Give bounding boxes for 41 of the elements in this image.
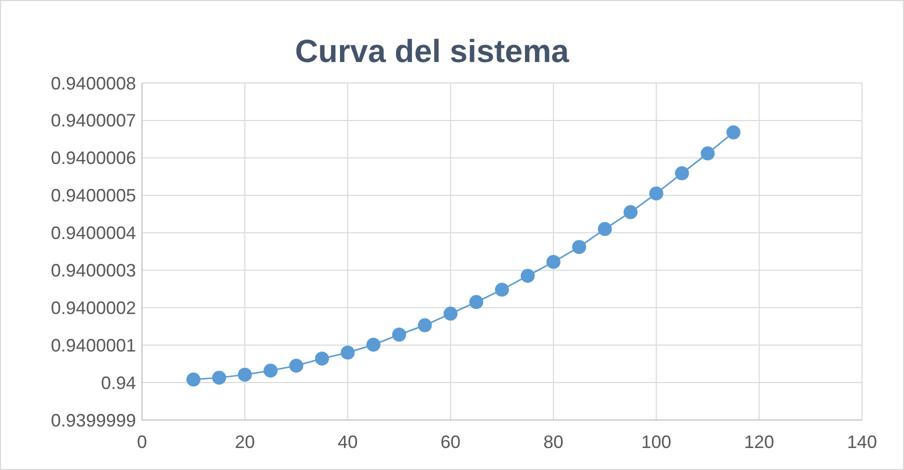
x-tick-label: 100 bbox=[641, 432, 672, 452]
point bbox=[675, 166, 689, 180]
point bbox=[495, 282, 509, 297]
point bbox=[238, 368, 252, 382]
y-tick-label: 0.9400002 bbox=[50, 298, 136, 318]
y-tick-label: 0.94 bbox=[100, 372, 136, 393]
y-tick-label: 0.9400003 bbox=[50, 260, 136, 281]
chart-title: Curva del sistema bbox=[295, 33, 570, 69]
x-tick-label: 80 bbox=[543, 432, 564, 452]
y-tick-label: 0.9400008 bbox=[50, 73, 136, 94]
point bbox=[649, 186, 664, 200]
point bbox=[572, 240, 586, 254]
point bbox=[469, 295, 484, 310]
point bbox=[366, 338, 380, 352]
x-tick-label: 140 bbox=[846, 432, 878, 452]
y-tick-label: 0.9399999 bbox=[50, 410, 136, 430]
y-tick-label: 0.9400001 bbox=[50, 335, 136, 356]
point bbox=[340, 346, 355, 360]
x-tick-label: 120 bbox=[744, 432, 774, 452]
point bbox=[700, 146, 715, 160]
x-tick-label: 60 bbox=[440, 432, 461, 452]
x-tick-label: 40 bbox=[338, 432, 358, 452]
point bbox=[624, 205, 638, 220]
point bbox=[726, 125, 740, 140]
point bbox=[546, 254, 560, 269]
point bbox=[392, 328, 406, 342]
x-tick-label: 0 bbox=[136, 432, 148, 452]
point bbox=[598, 222, 612, 236]
point bbox=[520, 268, 535, 283]
point bbox=[418, 318, 432, 332]
point bbox=[289, 358, 304, 373]
y-tick-label: 0.9400005 bbox=[50, 186, 136, 206]
point bbox=[264, 364, 278, 378]
point bbox=[315, 352, 329, 366]
point bbox=[212, 370, 226, 385]
point bbox=[444, 306, 458, 321]
y-tick-label: 0.9400004 bbox=[50, 223, 136, 244]
point bbox=[186, 372, 200, 387]
y-tick-label: 0.9400007 bbox=[50, 110, 136, 131]
y-tick-label: 0.9400006 bbox=[50, 148, 136, 168]
x-tick-label: 20 bbox=[234, 432, 255, 452]
